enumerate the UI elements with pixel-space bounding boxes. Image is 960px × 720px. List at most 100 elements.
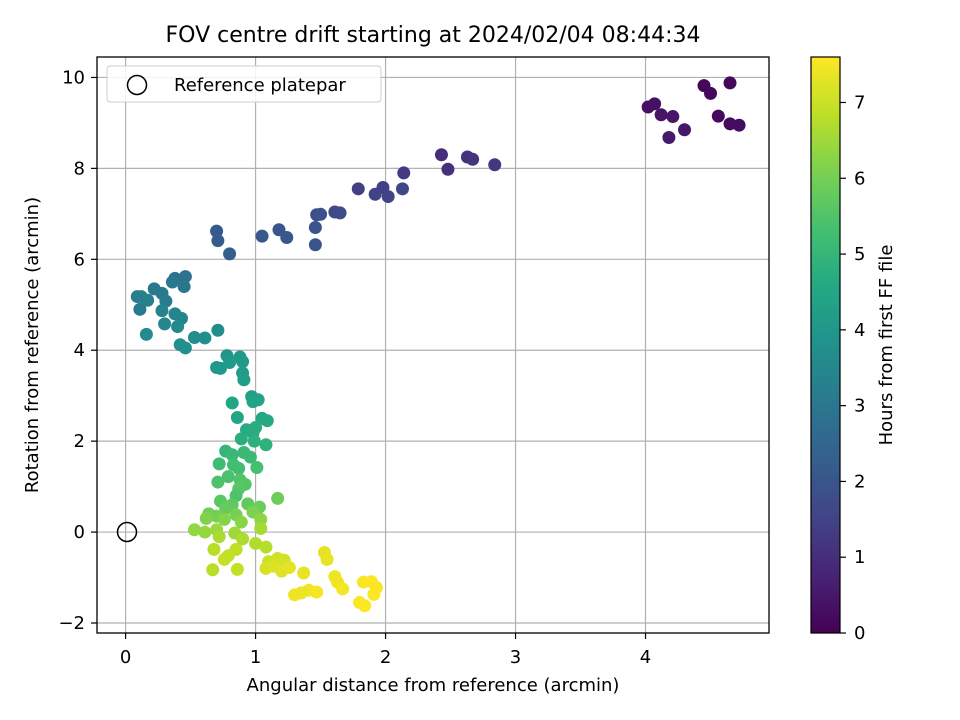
legend: Reference platepar [106, 65, 382, 103]
colorbar-tick-label: 7 [854, 92, 865, 113]
y-axis-ticks: −2 0 2 4 6 8 10 [58, 67, 97, 634]
data-point [704, 86, 718, 100]
data-point [711, 109, 725, 123]
data-point [236, 532, 250, 546]
chart-title: FOV centre drift starting at 2024/02/04 … [166, 23, 701, 48]
data-point [308, 220, 322, 234]
data-point [198, 331, 212, 345]
data-point [246, 395, 260, 409]
data-point [249, 536, 263, 550]
data-point [219, 501, 233, 515]
x-tick-label: 4 [640, 647, 651, 668]
x-axis-label: Angular distance from reference (arcmin) [247, 675, 620, 696]
data-point [358, 599, 372, 613]
data-point [320, 552, 334, 566]
data-point [177, 280, 191, 294]
y-tick-label: 10 [62, 67, 85, 88]
data-point [254, 521, 268, 535]
data-point [351, 182, 365, 196]
data-point [280, 230, 294, 244]
data-point [237, 373, 251, 387]
data-point [225, 396, 239, 410]
colorbar-ticks: 0 1 2 3 4 5 6 7 [840, 92, 865, 644]
data-point [271, 491, 285, 505]
data-point [234, 432, 248, 446]
colorbar-tick-label: 3 [854, 396, 865, 417]
data-point [223, 356, 237, 370]
reference-point-marker [116, 521, 138, 543]
data-point [282, 561, 296, 575]
data-point [381, 190, 395, 204]
colorbar-tick-label: 0 [854, 623, 865, 644]
data-point [254, 512, 268, 526]
data-point [221, 470, 235, 484]
colorbar-tick-label: 5 [854, 244, 865, 265]
y-tick-label: 0 [74, 522, 85, 543]
data-point [212, 530, 226, 544]
data-point [232, 461, 246, 475]
data-point [187, 330, 201, 344]
data-point [198, 525, 212, 539]
x-tick-label: 1 [250, 647, 261, 668]
data-point [259, 540, 273, 554]
data-point [178, 270, 192, 284]
colorbar-tick-label: 4 [854, 320, 865, 341]
data-point [434, 148, 448, 162]
data-point [230, 411, 244, 425]
data-point [314, 207, 328, 221]
data-point [260, 414, 274, 428]
data-point [654, 108, 668, 122]
data-point [133, 302, 147, 316]
data-point [139, 327, 153, 341]
data-point [211, 323, 225, 337]
legend-marker [126, 74, 148, 96]
data-point [217, 512, 231, 526]
colorbar-tick-label: 2 [854, 471, 865, 492]
data-point [212, 457, 226, 471]
data-point [466, 152, 480, 166]
data-point [678, 123, 692, 137]
data-point [243, 450, 257, 464]
x-tick-label: 3 [510, 647, 521, 668]
y-axis-label: Rotation from reference (arcmin) [22, 197, 43, 493]
x-axis-ticks: 0 1 2 3 4 [120, 633, 651, 668]
colorbar-label: Hours from first FF file [876, 245, 897, 446]
data-point [294, 586, 308, 600]
data-point [210, 224, 224, 238]
y-tick-label: −2 [58, 613, 85, 634]
data-point [155, 304, 169, 318]
data-point [211, 475, 225, 489]
data-point [236, 355, 250, 369]
data-point [666, 110, 680, 124]
x-tick-label: 2 [380, 647, 391, 668]
data-point [158, 317, 172, 331]
data-point [333, 206, 347, 220]
data-point [662, 130, 676, 144]
data-point [255, 229, 269, 243]
y-tick-label: 8 [74, 158, 85, 179]
data-point [723, 76, 737, 90]
data-point [259, 438, 273, 452]
legend-box [106, 65, 382, 103]
data-point [171, 320, 185, 334]
y-tick-label: 4 [74, 340, 85, 361]
y-tick-label: 2 [74, 431, 85, 452]
data-point [308, 238, 322, 252]
data-point [211, 234, 225, 248]
data-point [165, 275, 179, 289]
data-points [130, 76, 746, 613]
data-point [247, 434, 261, 448]
colorbar-tick-label: 6 [854, 168, 865, 189]
data-point [234, 515, 248, 529]
data-point [732, 118, 746, 132]
colorbar-gradient [810, 56, 841, 634]
legend-entry: Reference platepar [174, 75, 346, 96]
data-point [397, 166, 411, 180]
data-point [297, 566, 311, 580]
colorbar: 0 1 2 3 4 5 6 7 Hours from first FF file [810, 56, 897, 644]
data-point [648, 97, 662, 111]
x-tick-label: 0 [120, 647, 131, 668]
data-point [368, 187, 382, 201]
data-point [395, 182, 409, 196]
data-point [249, 421, 263, 435]
